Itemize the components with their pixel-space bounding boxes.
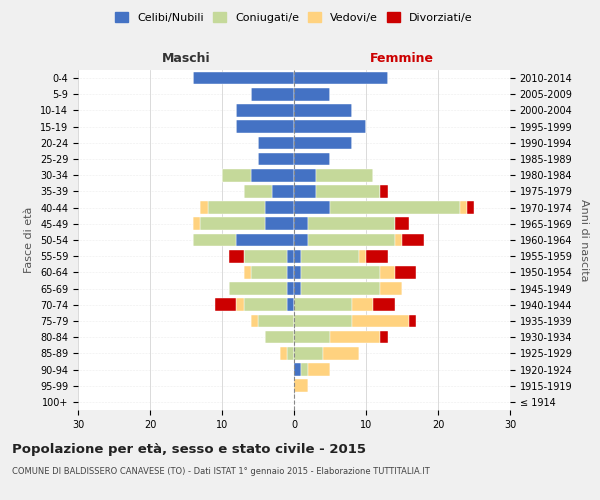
Bar bbox=[294, 314, 352, 328]
Bar bbox=[460, 202, 467, 214]
Bar bbox=[330, 331, 380, 344]
Bar bbox=[316, 169, 373, 181]
Text: Popolazione per età, sesso e stato civile - 2015: Popolazione per età, sesso e stato civil… bbox=[12, 442, 366, 456]
Bar bbox=[294, 250, 301, 262]
Bar bbox=[251, 314, 258, 328]
Bar bbox=[294, 72, 388, 85]
Bar bbox=[402, 234, 424, 246]
Bar bbox=[352, 314, 409, 328]
Bar bbox=[229, 282, 287, 295]
Legend: Celibi/Nubili, Coniugati/e, Vedovi/e, Divorziati/e: Celibi/Nubili, Coniugati/e, Vedovi/e, Di… bbox=[111, 8, 477, 28]
Bar bbox=[395, 234, 402, 246]
Bar bbox=[294, 104, 352, 117]
Bar bbox=[265, 218, 294, 230]
Bar bbox=[287, 266, 294, 278]
Bar bbox=[236, 120, 294, 133]
Bar bbox=[229, 250, 244, 262]
Bar bbox=[265, 202, 294, 214]
Bar bbox=[258, 314, 294, 328]
Text: Maschi: Maschi bbox=[161, 52, 211, 65]
Bar bbox=[251, 266, 287, 278]
Bar bbox=[294, 88, 330, 101]
Bar bbox=[380, 282, 402, 295]
Bar bbox=[287, 250, 294, 262]
Bar bbox=[265, 331, 294, 344]
Bar bbox=[222, 169, 251, 181]
Bar bbox=[236, 104, 294, 117]
Bar bbox=[287, 298, 294, 311]
Bar bbox=[236, 234, 294, 246]
Bar bbox=[294, 202, 330, 214]
Bar bbox=[294, 120, 366, 133]
Bar bbox=[294, 185, 316, 198]
Y-axis label: Anni di nascita: Anni di nascita bbox=[579, 198, 589, 281]
Bar bbox=[366, 250, 388, 262]
Text: Femmine: Femmine bbox=[370, 52, 434, 65]
Bar bbox=[308, 234, 395, 246]
Bar bbox=[287, 347, 294, 360]
Bar bbox=[244, 250, 287, 262]
Bar bbox=[193, 218, 200, 230]
Bar bbox=[251, 169, 294, 181]
Bar bbox=[215, 298, 236, 311]
Bar bbox=[301, 250, 359, 262]
Bar bbox=[244, 298, 287, 311]
Bar bbox=[308, 218, 395, 230]
Bar bbox=[323, 347, 359, 360]
Bar bbox=[409, 314, 416, 328]
Bar bbox=[258, 152, 294, 166]
Bar bbox=[200, 218, 265, 230]
Bar bbox=[294, 331, 330, 344]
Bar bbox=[301, 266, 380, 278]
Bar bbox=[251, 88, 294, 101]
Bar bbox=[395, 218, 409, 230]
Bar bbox=[193, 234, 236, 246]
Bar bbox=[359, 250, 366, 262]
Bar bbox=[316, 185, 380, 198]
Bar bbox=[244, 185, 272, 198]
Bar bbox=[380, 331, 388, 344]
Bar bbox=[301, 282, 380, 295]
Bar bbox=[272, 185, 294, 198]
Bar bbox=[294, 234, 308, 246]
Bar bbox=[330, 202, 460, 214]
Bar bbox=[208, 202, 265, 214]
Bar bbox=[294, 218, 308, 230]
Bar bbox=[301, 363, 308, 376]
Bar bbox=[294, 298, 352, 311]
Bar bbox=[287, 282, 294, 295]
Bar bbox=[236, 298, 244, 311]
Bar bbox=[294, 266, 301, 278]
Bar bbox=[294, 169, 316, 181]
Bar bbox=[258, 136, 294, 149]
Bar bbox=[200, 202, 208, 214]
Bar bbox=[294, 347, 323, 360]
Bar bbox=[294, 152, 330, 166]
Bar bbox=[373, 298, 395, 311]
Bar bbox=[280, 347, 287, 360]
Bar bbox=[395, 266, 416, 278]
Bar bbox=[352, 298, 373, 311]
Text: COMUNE DI BALDISSERO CANAVESE (TO) - Dati ISTAT 1° gennaio 2015 - Elaborazione T: COMUNE DI BALDISSERO CANAVESE (TO) - Dat… bbox=[12, 468, 430, 476]
Bar bbox=[244, 266, 251, 278]
Bar bbox=[294, 363, 301, 376]
Bar bbox=[467, 202, 474, 214]
Bar bbox=[193, 72, 294, 85]
Bar bbox=[380, 185, 388, 198]
Bar bbox=[308, 363, 330, 376]
Y-axis label: Fasce di età: Fasce di età bbox=[25, 207, 34, 273]
Bar bbox=[294, 136, 352, 149]
Bar bbox=[294, 380, 308, 392]
Bar bbox=[294, 282, 301, 295]
Bar bbox=[380, 266, 395, 278]
